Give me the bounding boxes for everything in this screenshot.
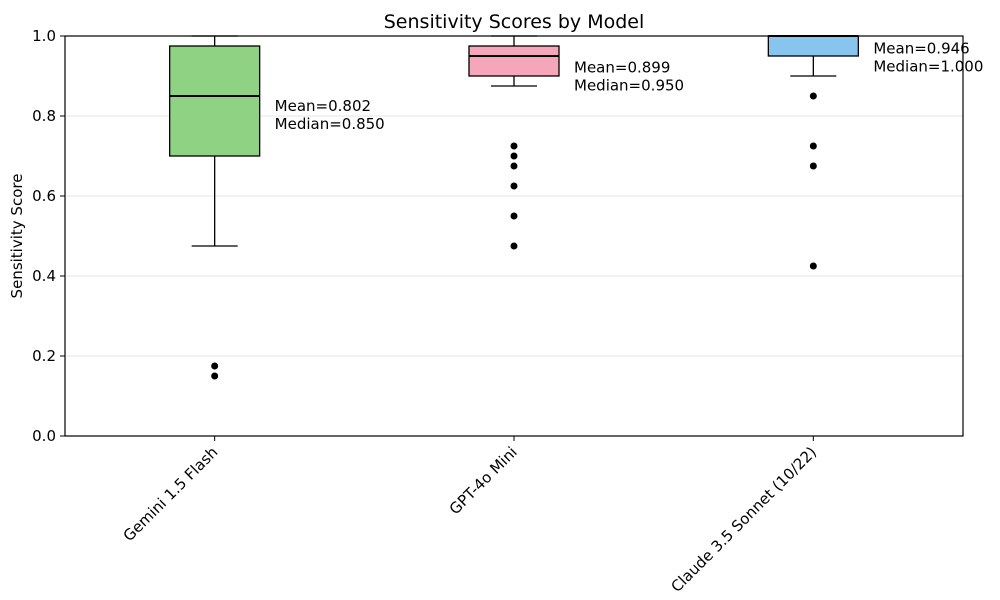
y-tick-label-0.8: 0.8 xyxy=(32,107,56,125)
plot-frame xyxy=(64,35,964,437)
outlier-claude-3-5-sonnet-10-22-1 xyxy=(809,142,817,150)
mean-label-gpt-4o-mini: Mean=0.899 xyxy=(574,58,670,76)
x-tick-label-claude-3-5-sonnet-10-22: Claude 3.5 Sonnet (10/22) xyxy=(667,443,820,596)
outlier-gpt-4o-mini-2 xyxy=(510,162,518,170)
box-claude-3-5-sonnet-10-22 xyxy=(767,35,859,270)
median-label-claude-3-5-sonnet-10-22: Median=1.000 xyxy=(873,58,983,76)
box-series xyxy=(169,35,859,380)
y-tick-label-0.4: 0.4 xyxy=(32,267,56,285)
tick-labels: Gemini 1.5 Flash GPT-4o Mini Claude 3.5 So… xyxy=(32,27,820,596)
outlier-gpt-4o-mini-0 xyxy=(510,142,518,150)
axes xyxy=(60,35,964,441)
outlier-claude-3-5-sonnet-10-22-0 xyxy=(809,92,817,100)
outlier-gpt-4o-mini-5 xyxy=(510,242,518,250)
x-tick-label-gpt-4o-mini: GPT-4o Mini xyxy=(446,443,521,518)
mean-label-claude-3-5-sonnet-10-22: Mean=0.946 xyxy=(873,40,969,58)
outlier-gpt-4o-mini-1 xyxy=(510,152,518,160)
mean-label-gemini-1-5-flash: Mean=0.802 xyxy=(275,97,371,115)
x-tick-label-gemini-1-5-flash: Gemini 1.5 Flash xyxy=(120,443,222,545)
annotations: Mean=0.802Median=0.850Mean=0.899Median=0… xyxy=(275,40,984,134)
box-gpt-4o-mini xyxy=(468,35,560,250)
median-label-gemini-1-5-flash: Median=0.850 xyxy=(275,115,385,133)
iqr-box-gpt-4o-mini xyxy=(468,45,560,77)
iqr-box-gemini-1-5-flash xyxy=(169,45,261,157)
outlier-gemini-1-5-flash-1 xyxy=(211,372,219,380)
y-tick-label-0.0: 0.0 xyxy=(32,427,56,445)
outlier-claude-3-5-sonnet-10-22-3 xyxy=(809,262,817,270)
chart-title: Sensitivity Scores by Model xyxy=(384,11,645,33)
outlier-gpt-4o-mini-4 xyxy=(510,212,518,220)
median-label-gpt-4o-mini: Median=0.950 xyxy=(574,76,684,94)
y-tick-label-1.0: 1.0 xyxy=(32,27,56,45)
y-tick-label-0.2: 0.2 xyxy=(32,347,56,365)
y-tick-label-0.6: 0.6 xyxy=(32,187,56,205)
iqr-box-claude-3-5-sonnet-10-22 xyxy=(767,35,859,57)
box-gemini-1-5-flash xyxy=(169,35,261,380)
outlier-gemini-1-5-flash-0 xyxy=(211,362,219,370)
outlier-gpt-4o-mini-3 xyxy=(510,182,518,190)
outlier-claude-3-5-sonnet-10-22-2 xyxy=(809,162,817,170)
y-axis-label: Sensitivity Score xyxy=(8,174,26,299)
